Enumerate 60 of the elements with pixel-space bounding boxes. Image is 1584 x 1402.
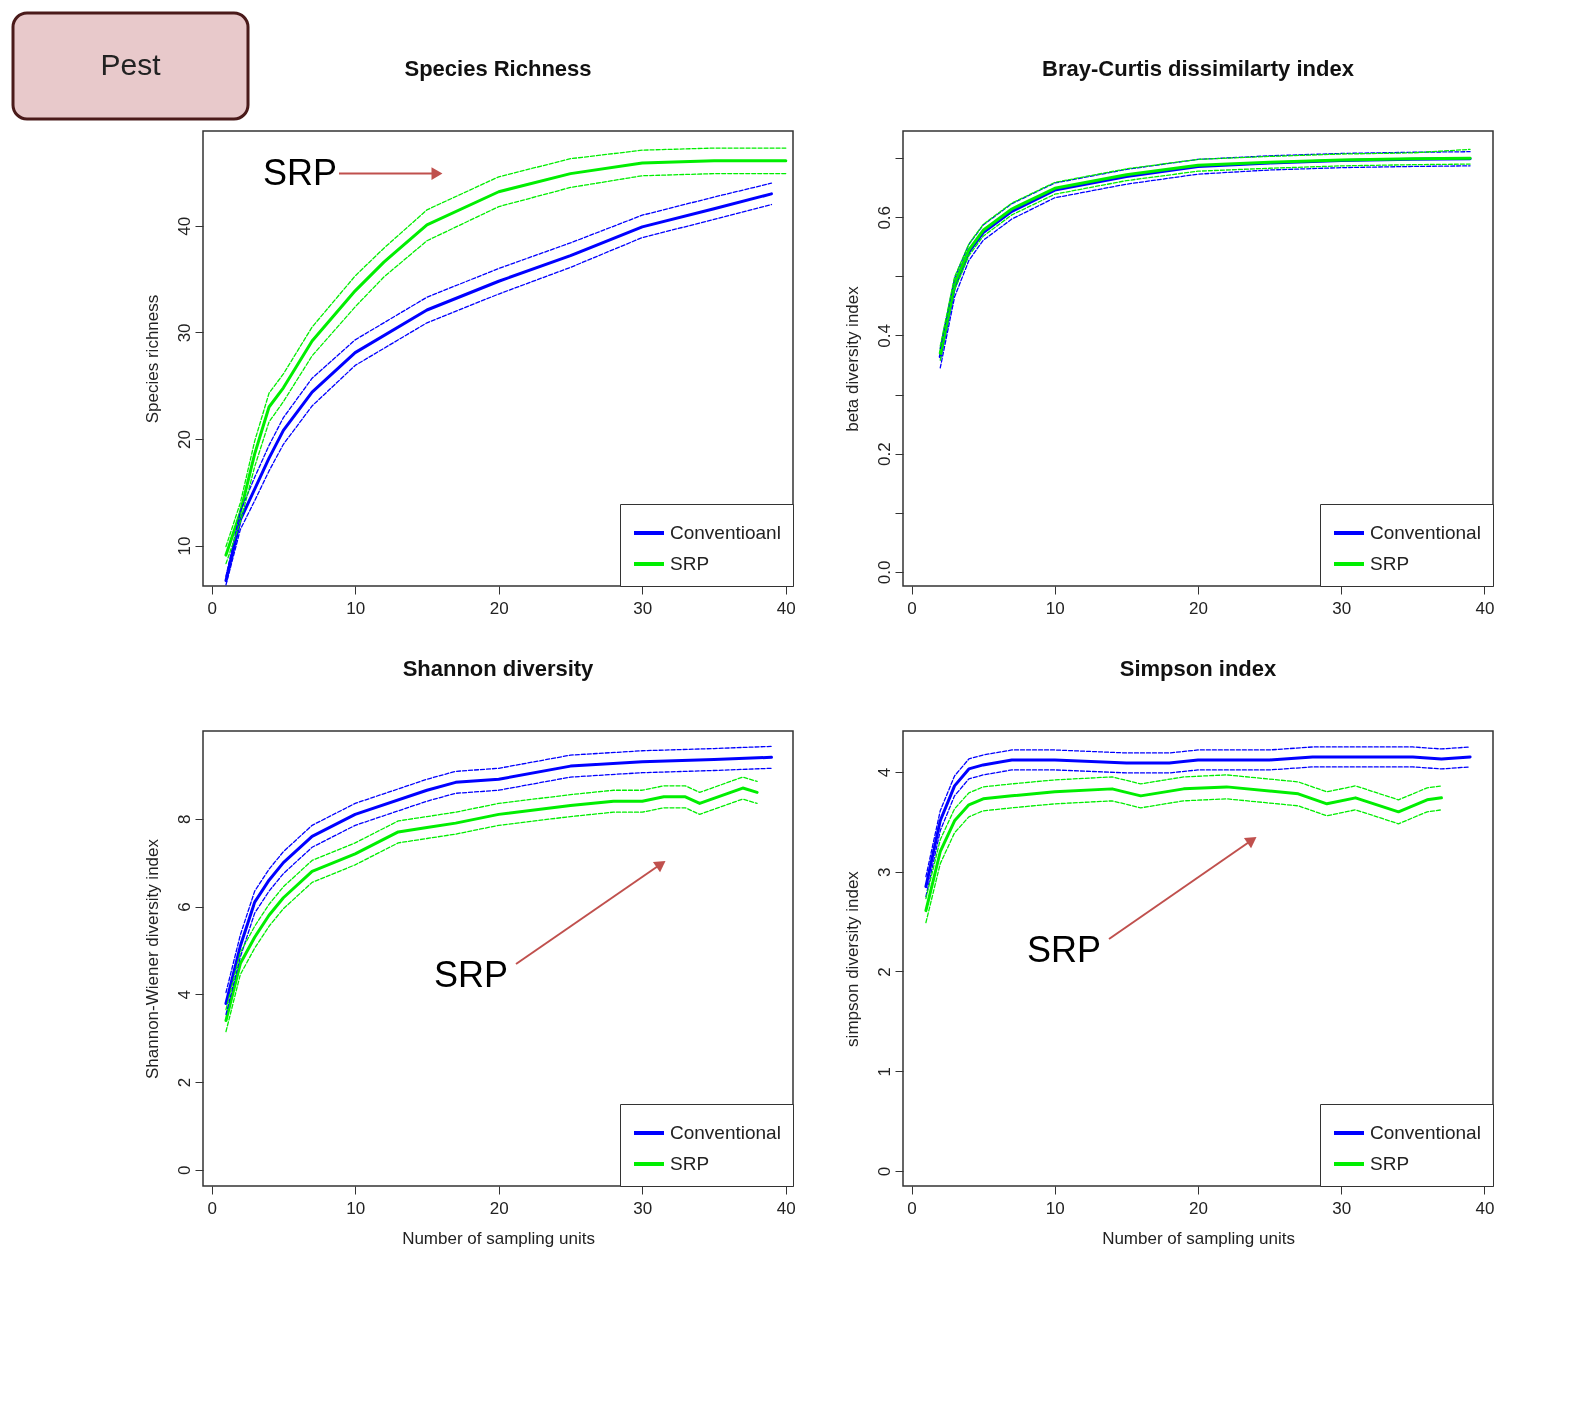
x-tick-label: 30 (633, 598, 653, 618)
x-tick-label: 30 (1332, 598, 1352, 618)
y-tick-label: 0 (174, 1165, 194, 1175)
x-tick-label: 10 (346, 598, 366, 618)
annotation: SRP (262, 151, 337, 193)
y-tick-label: 0.6 (874, 205, 894, 230)
legend-label: Conventional (670, 1122, 781, 1143)
y-tick-label: 4 (874, 767, 894, 778)
y-axis-title: simpson diversity index (842, 870, 862, 1047)
annotation: SRP (1026, 929, 1101, 970)
y-tick-label: 20 (174, 429, 194, 449)
legend-label: Conventioanl (670, 522, 781, 543)
y-tick-label: 1 (874, 1067, 894, 1077)
y-tick-label: 0 (874, 1166, 894, 1177)
legend-label: SRP (1370, 553, 1410, 574)
chart-title: Bray-Curtis dissimilarty index (1042, 56, 1355, 81)
y-tick-label: 0.2 (874, 442, 894, 466)
x-tick-label: 0 (907, 598, 917, 618)
y-tick-label: 40 (174, 216, 194, 236)
x-tick-label: 20 (1189, 1198, 1208, 1218)
x-tick-label: 0 (907, 1198, 917, 1218)
x-tick-label: 30 (633, 1198, 653, 1218)
y-tick-label: 6 (174, 902, 194, 912)
y-tick-label: 2 (874, 967, 894, 977)
x-tick-label: 40 (776, 1198, 796, 1218)
y-tick-label: 3 (874, 867, 894, 877)
legend-label: SRP (670, 553, 710, 574)
x-tick-label: 10 (1045, 1198, 1065, 1218)
y-tick-label: 8 (174, 814, 194, 824)
x-tick-label: 40 (776, 598, 796, 618)
x-tick-label: 40 (1475, 1198, 1495, 1218)
y-tick-label: 4 (174, 990, 194, 1000)
x-tick-label: 0 (207, 1198, 217, 1218)
annotation: SRP (433, 954, 508, 995)
legend-label: SRP (670, 1153, 710, 1174)
y-axis-title: Shannon-Wiener diversity index (142, 838, 162, 1080)
chart-title: Species Richness (404, 56, 592, 81)
x-tick-label: 20 (489, 1198, 509, 1218)
y-axis-title: Species richness (142, 294, 162, 424)
x-tick-label: 0 (207, 598, 217, 618)
y-tick-label: 0.4 (874, 324, 894, 348)
x-tick-label: 30 (1332, 1198, 1352, 1218)
y-tick-label: 2 (174, 1077, 194, 1088)
x-axis-title: Number of sampling units (1102, 1228, 1295, 1248)
y-tick-label: 0.0 (874, 560, 894, 585)
x-tick-label: 10 (1045, 598, 1065, 618)
legend-label: SRP (1370, 1153, 1410, 1174)
y-tick-label: 30 (174, 323, 194, 343)
x-tick-label: 20 (1189, 598, 1208, 618)
legend-label: Conventional (1370, 522, 1481, 543)
chart-title: Shannon diversity (402, 656, 595, 681)
chart-title: Simpson index (1119, 656, 1277, 681)
y-tick-label: 10 (174, 536, 194, 556)
x-tick-label: 20 (489, 598, 509, 618)
y-axis-title: beta diversity index (842, 285, 862, 432)
x-tick-label: 10 (346, 1198, 366, 1218)
legend-label: Conventional (1370, 1122, 1481, 1143)
x-tick-label: 40 (1475, 598, 1495, 618)
text: Pest (100, 48, 162, 81)
x-axis-title: Number of sampling units (402, 1228, 595, 1248)
